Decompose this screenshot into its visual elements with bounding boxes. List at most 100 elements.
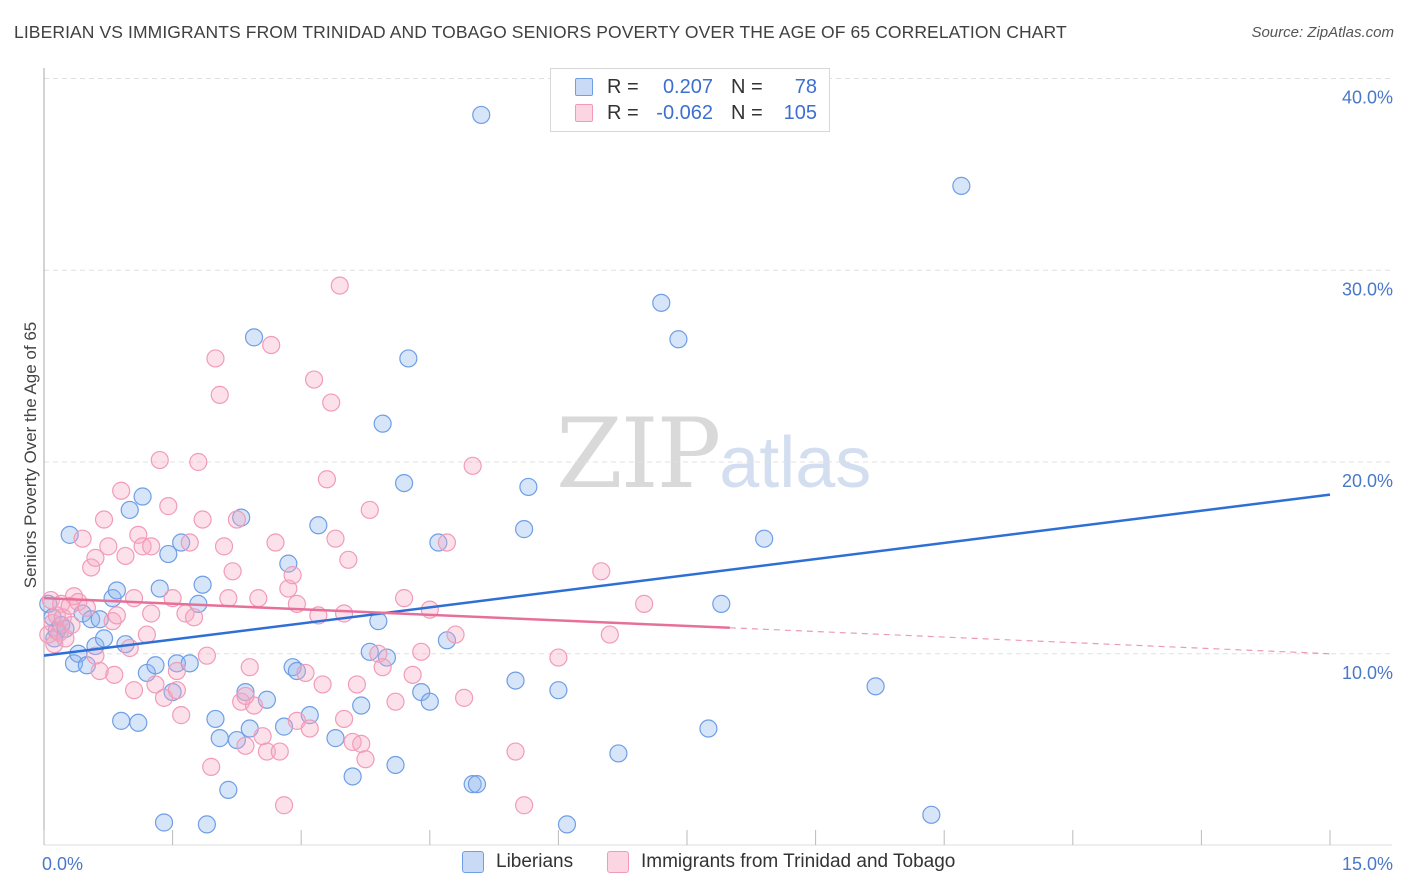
liberians-point xyxy=(197,815,216,834)
trinidad-point xyxy=(253,727,272,746)
liberians-point xyxy=(386,755,405,775)
liberians-point xyxy=(133,487,152,506)
trinidad-point xyxy=(446,625,465,644)
trinidad-point xyxy=(214,537,234,556)
liberians-point xyxy=(112,711,131,730)
liberians-point xyxy=(755,529,774,548)
y-tick-label: 40.0% xyxy=(1342,88,1393,108)
x-tick-label: 15.0% xyxy=(1342,854,1393,874)
trinidad-point xyxy=(240,658,259,677)
liberians-point xyxy=(159,544,178,564)
r-value: 0.207 xyxy=(662,75,713,98)
liberians-point xyxy=(193,575,212,594)
trinidad-point xyxy=(77,598,96,617)
trinidad-point xyxy=(172,706,191,725)
trinidad-point xyxy=(159,497,178,516)
trinidad-point xyxy=(322,393,341,412)
trinidad-point xyxy=(180,533,199,552)
trinidad-point xyxy=(330,276,349,295)
axis-labels: 10.0% 20.0% 30.0% 40.0% 0.0% 15.0% Seniors Pov… xyxy=(21,88,1393,875)
trinidad-point xyxy=(296,663,315,683)
liberians-point xyxy=(399,349,418,368)
liberians-point xyxy=(94,629,114,648)
legend-swatch-trinidad xyxy=(575,104,593,122)
trinidad-point xyxy=(266,533,285,552)
trend-lines xyxy=(43,493,1331,657)
trinidad-point xyxy=(360,500,379,520)
liberians-point xyxy=(669,330,688,349)
n-label: N = xyxy=(731,101,763,124)
trinidad-point xyxy=(386,692,405,711)
liberians-point xyxy=(377,648,397,667)
trinidad-trend-line xyxy=(43,596,730,630)
trinidad-point xyxy=(274,796,294,815)
liberians-point xyxy=(467,775,487,794)
trinidad-point xyxy=(236,736,255,755)
trinidad-point xyxy=(107,606,126,625)
gridlines xyxy=(44,78,1392,655)
liberians-point xyxy=(699,719,718,738)
trinidad-point xyxy=(202,757,221,776)
y-tick-label: 10.0% xyxy=(1342,663,1393,683)
liberians-point xyxy=(712,594,731,613)
liberians-point xyxy=(107,581,126,600)
liberians-point xyxy=(219,780,238,799)
trinidad-point xyxy=(227,510,246,529)
trinidad-point xyxy=(142,537,161,556)
liberians-point xyxy=(120,500,139,520)
trinidad-point xyxy=(137,625,156,644)
liberians-point xyxy=(609,744,628,763)
trinidad-point xyxy=(105,665,124,684)
liberians-point xyxy=(515,520,534,539)
trinidad-point xyxy=(129,525,148,544)
trinidad-point xyxy=(223,562,242,581)
liberians-point xyxy=(549,681,568,700)
chart-title: LIBERIAN VS IMMIGRANTS FROM TRINIDAD AND… xyxy=(14,22,1067,42)
trinidad-point xyxy=(56,629,75,648)
correlation-legend: R = 0.207 N = 78 R = -0.062 N = 105 xyxy=(550,68,830,132)
scatter-points xyxy=(39,105,971,834)
trinidad-point xyxy=(120,638,139,658)
trinidad-point xyxy=(184,608,204,627)
trinidad-point xyxy=(86,646,105,665)
trinidad-point xyxy=(592,562,611,581)
r-label: R = xyxy=(607,101,639,124)
trinidad-point xyxy=(62,615,81,635)
legend-label-liberians: Liberians xyxy=(496,851,574,872)
n-value: 105 xyxy=(783,101,817,124)
trinidad-point xyxy=(369,644,388,663)
r-value: -0.062 xyxy=(656,101,713,124)
trinidad-point xyxy=(403,665,422,684)
trinidad-point xyxy=(506,742,525,761)
trinidad-point xyxy=(197,646,216,665)
trinidad-point xyxy=(313,675,332,694)
liberians-point xyxy=(146,656,165,675)
liberians-point xyxy=(652,293,671,312)
trinidad-point xyxy=(356,750,375,769)
series-legend: Liberians Immigrants from Trinidad and T… xyxy=(0,851,1406,879)
y-tick-label: 20.0% xyxy=(1342,471,1393,491)
liberians-point xyxy=(420,692,439,711)
trinidad-point xyxy=(304,370,324,389)
trinidad-point xyxy=(210,385,229,404)
trinidad-point xyxy=(99,537,118,556)
liberians-point xyxy=(557,815,577,834)
trinidad-point xyxy=(326,529,345,548)
trinidad-point xyxy=(394,589,414,608)
liberians-point xyxy=(373,414,392,433)
trinidad-point xyxy=(112,481,131,500)
trinidad-point xyxy=(116,546,135,566)
trinidad-point xyxy=(454,688,474,707)
trinidad-point xyxy=(334,709,354,729)
trinidad-point xyxy=(339,550,358,569)
trinidad-point xyxy=(86,548,105,567)
trinidad-point xyxy=(45,635,64,654)
liberians-point xyxy=(506,671,525,690)
liberians-point xyxy=(210,729,229,748)
legend-item-liberians: Liberians xyxy=(462,851,573,873)
legend-row-trinidad: R = -0.062 N = 105 xyxy=(575,100,817,126)
trinidad-point xyxy=(219,589,238,608)
liberians-point xyxy=(244,328,264,347)
trinidad-point xyxy=(39,625,58,644)
